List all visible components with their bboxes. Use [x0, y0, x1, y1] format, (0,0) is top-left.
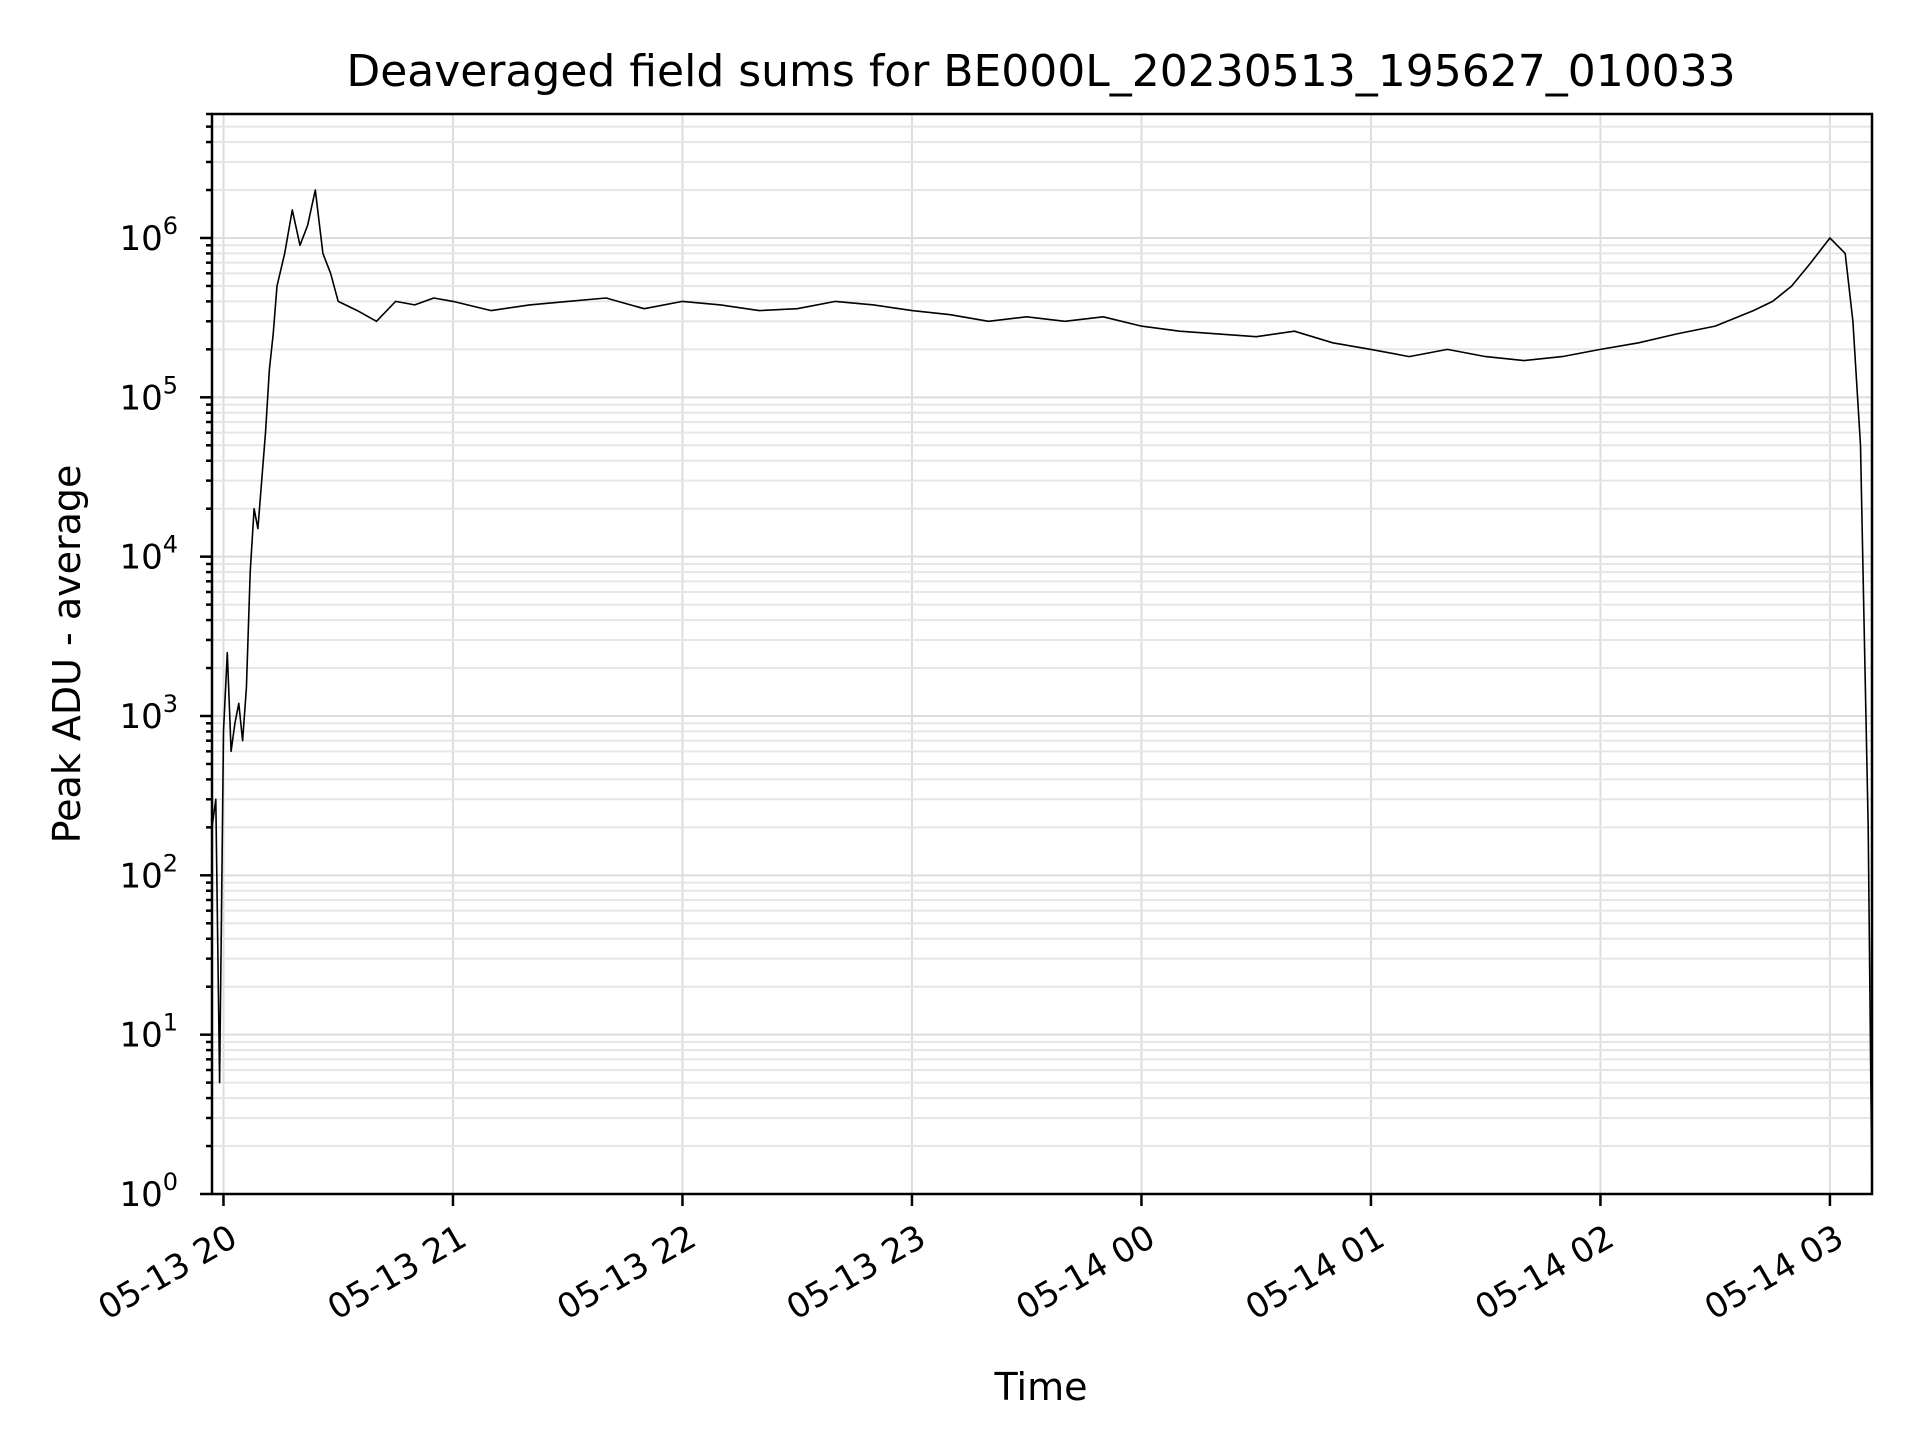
y-tick-label: 106: [119, 212, 178, 259]
y-tick-exponent: 3: [163, 690, 178, 718]
y-tick-exponent: 2: [163, 849, 178, 877]
y-tick-label: 105: [119, 371, 178, 418]
y-tick-exponent: 0: [163, 1168, 178, 1196]
y-tick-base: 10: [119, 219, 162, 259]
y-axis-label: Peak ADU - average: [45, 465, 89, 844]
y-tick-label: 103: [119, 690, 178, 737]
y-tick-exponent: 5: [163, 371, 178, 399]
grid-layer: [212, 113, 1872, 1195]
y-tick-exponent: 6: [163, 212, 178, 240]
series-line: [211, 189, 1873, 1195]
y-tick-base: 10: [119, 697, 162, 737]
y-tick-base: 10: [119, 856, 162, 896]
y-tick-base: 10: [119, 378, 162, 418]
y-tick-label: 100: [119, 1168, 178, 1215]
y-tick-exponent: 4: [163, 531, 178, 559]
y-tick-base: 10: [119, 1175, 162, 1215]
y-tick-exponent: 1: [163, 1009, 178, 1037]
plot-frame: [210, 112, 1874, 1196]
y-tick-label: 101: [119, 1009, 178, 1056]
y-tick-base: 10: [119, 538, 162, 578]
series-layer: [211, 189, 1873, 1195]
x-axis-label: Time: [994, 1365, 1088, 1409]
y-tick-label: 102: [119, 849, 178, 896]
chart-title: Deaveraged field sums for BE000L_2023051…: [346, 46, 1735, 97]
y-tick-base: 10: [119, 1016, 162, 1056]
y-tick-label: 104: [119, 531, 178, 578]
